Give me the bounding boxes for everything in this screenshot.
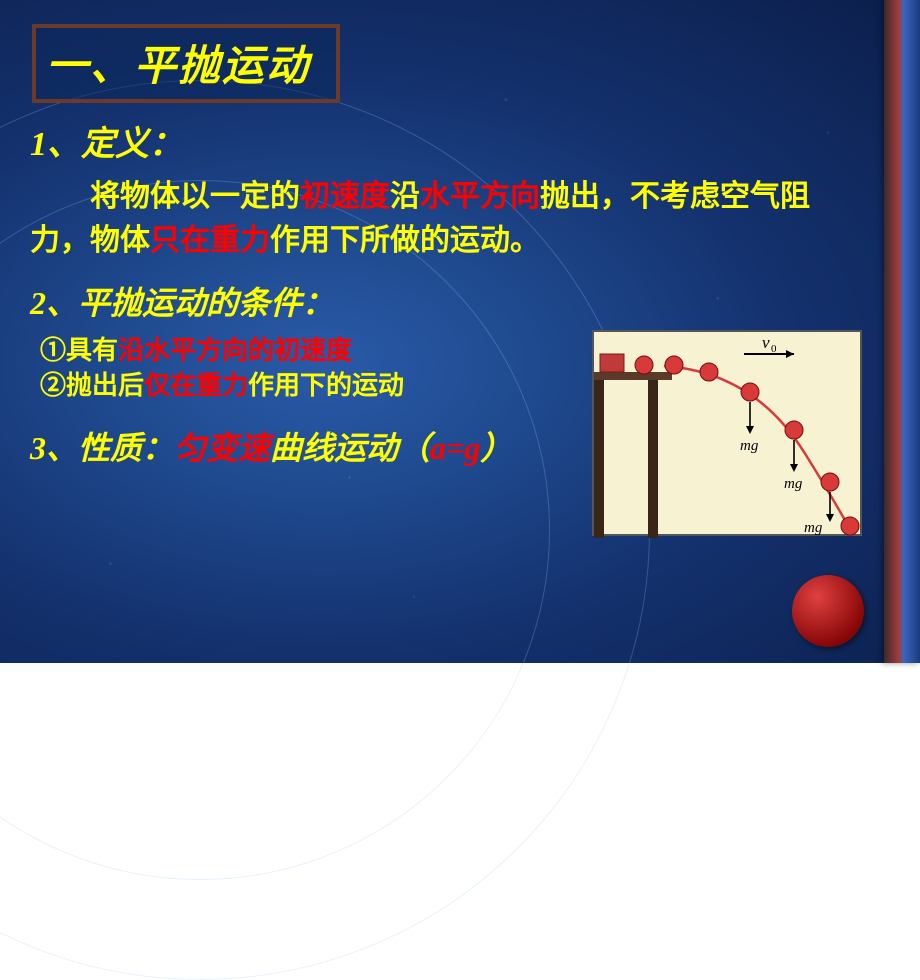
text: 曲线运动（ (270, 430, 430, 466)
text-emphasis: 水平方向 (420, 180, 540, 213)
projectile-diagram: v 0 mg mg mg (592, 330, 862, 536)
right-edge-stripe (884, 0, 920, 663)
section1-heading: 1、定义： (30, 120, 860, 169)
svg-text:mg: mg (804, 520, 823, 536)
diagram-svg: v 0 mg mg mg (594, 332, 864, 538)
text: ②抛出后 (40, 371, 144, 400)
slide-title: 一、平抛运动 (46, 44, 310, 90)
text-emphasis: 仅在重力 (144, 371, 248, 400)
text-emphasis: a=g (430, 430, 480, 466)
text: 作用下所做的运动。 (270, 224, 540, 257)
text-emphasis: 只在重力 (150, 224, 270, 257)
text: ①具有 (40, 336, 118, 365)
svg-text:v: v (762, 333, 770, 352)
text-emphasis: 沿水平方向的初速度 (118, 336, 352, 365)
text-emphasis: 匀变速 (174, 430, 270, 466)
section1-body: 将物体以一定的初速度沿水平方向抛出，不考虑空气阻力，物体只在重力作用下所做的运动… (30, 175, 860, 262)
text-emphasis: 初速度 (300, 180, 390, 213)
text: 作用下的运动 (248, 371, 404, 400)
slide: 一、平抛运动 1、定义： 将物体以一定的初速度沿水平方向抛出，不考虑空气阻力，物… (0, 0, 920, 663)
svg-text:mg: mg (784, 476, 803, 492)
text: 沿 (390, 180, 420, 213)
text: ） (480, 430, 512, 466)
text: 将物体以一定的 (90, 180, 300, 213)
text: 3、性质： (30, 430, 174, 466)
decorative-circle (792, 575, 864, 647)
svg-text:0: 0 (771, 343, 777, 355)
title-box: 一、平抛运动 (32, 24, 340, 103)
section2-heading: 2、平抛运动的条件： (30, 280, 860, 326)
svg-text:mg: mg (740, 438, 759, 454)
